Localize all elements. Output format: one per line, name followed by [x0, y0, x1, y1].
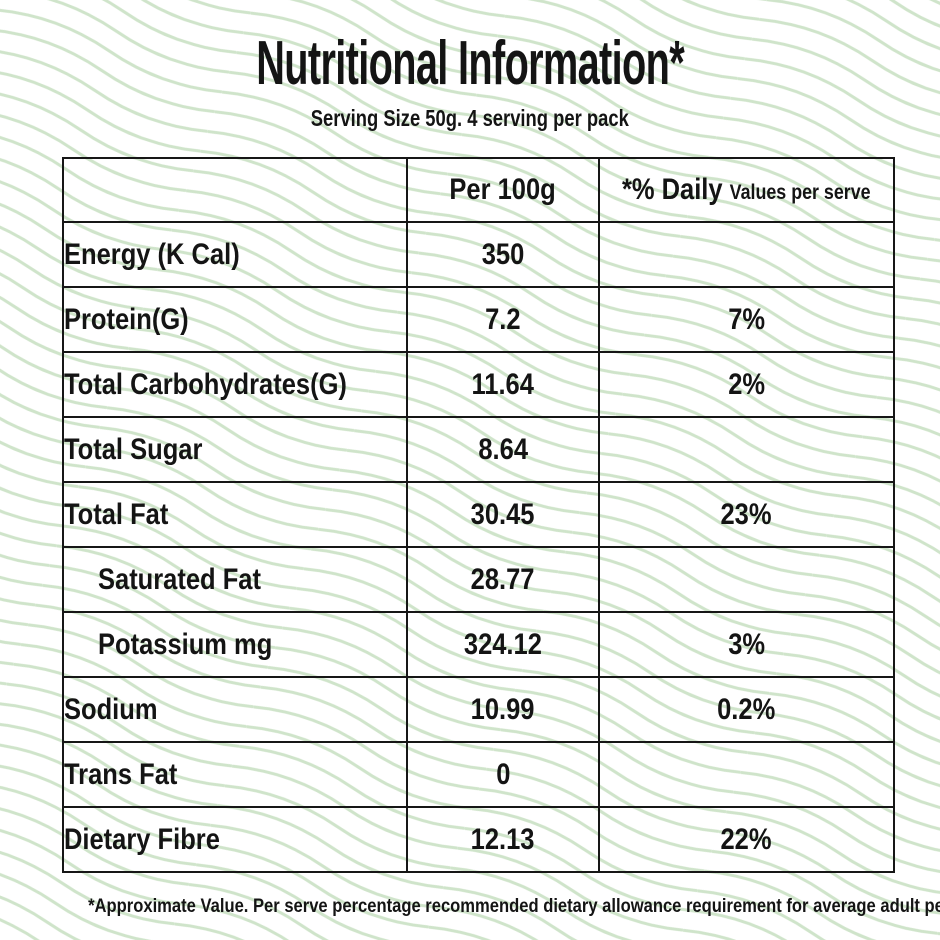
nutrient-label: Total Carbohydrates(G): [62, 351, 408, 418]
page-title: Nutritional Information*: [0, 28, 940, 99]
daily-value: [598, 546, 895, 613]
header-per-100g-text: Per 100g: [449, 173, 557, 206]
footnote: *Approximate Value. Per serve percentage…: [0, 895, 940, 918]
per-100g-value: 11.64: [406, 351, 600, 418]
nutrient-label: Trans Fat: [62, 741, 408, 808]
nutrient-label: Total Fat: [62, 481, 408, 548]
per-100g-value: 0: [406, 741, 600, 808]
per-100g-value: 28.77: [406, 546, 600, 613]
header-daily-values-text: *% Daily Values per serve: [622, 173, 871, 207]
table-row-carbohydrates: Total Carbohydrates(G) 11.64 2%: [62, 351, 895, 418]
nutrient-label: Total Sugar: [62, 416, 408, 483]
nutrition-table: Per 100g *% Daily Values per serve Energ…: [62, 157, 895, 873]
daily-value: 3%: [598, 611, 895, 678]
table-row-saturated-fat: Saturated Fat 28.77: [62, 546, 895, 613]
table-row-sodium: Sodium 10.99 0.2%: [62, 676, 895, 743]
header-daily-sub: Values per serve: [729, 181, 871, 204]
serving-info: Serving Size 50g. 4 serving per pack: [0, 105, 940, 132]
serving-info-text: Serving Size 50g. 4 serving per pack: [310, 105, 630, 131]
per-100g-value: 8.64: [406, 416, 600, 483]
daily-value: 23%: [598, 481, 895, 548]
per-100g-value: 10.99: [406, 676, 600, 743]
nutrient-label: Potassium mg: [62, 611, 408, 678]
daily-value: 0.2%: [598, 676, 895, 743]
nutrient-label: Sodium: [62, 676, 408, 743]
header-nutrient-blank: [62, 157, 408, 223]
page-title-text: Nutritional Information*: [256, 29, 684, 98]
table-row-total-fat: Total Fat 30.45 23%: [62, 481, 895, 548]
nutrient-label: Protein(G): [62, 286, 408, 353]
header-daily-values: *% Daily Values per serve: [598, 157, 895, 223]
per-100g-value: 30.45: [406, 481, 600, 548]
header-daily-main: *% Daily: [621, 173, 723, 206]
nutrient-label: Saturated Fat: [62, 546, 408, 613]
per-100g-value: 7.2: [406, 286, 600, 353]
table-header-row: Per 100g *% Daily Values per serve: [62, 157, 895, 223]
table-row-total-sugar: Total Sugar 8.64: [62, 416, 895, 483]
daily-value: 2%: [598, 351, 895, 418]
per-100g-value: 324.12: [406, 611, 600, 678]
nutrient-label: Energy (K Cal): [62, 221, 408, 288]
daily-value: [598, 416, 895, 483]
daily-value: 22%: [598, 806, 895, 873]
table-row-protein: Protein(G) 7.2 7%: [62, 286, 895, 353]
table-row-trans-fat: Trans Fat 0: [62, 741, 895, 808]
table-row-dietary-fibre: Dietary Fibre 12.13 22%: [62, 806, 895, 873]
per-100g-value: 12.13: [406, 806, 600, 873]
table-row-potassium: Potassium mg 324.12 3%: [62, 611, 895, 678]
per-100g-value: 350: [406, 221, 600, 288]
header-per-100g: Per 100g: [406, 157, 600, 223]
daily-value: [598, 741, 895, 808]
footnote-text: *Approximate Value. Per serve percentage…: [88, 895, 940, 917]
nutrient-label: Dietary Fibre: [62, 806, 408, 873]
daily-value: [598, 221, 895, 288]
daily-value: 7%: [598, 286, 895, 353]
table-row-energy: Energy (K Cal) 350: [62, 221, 895, 288]
